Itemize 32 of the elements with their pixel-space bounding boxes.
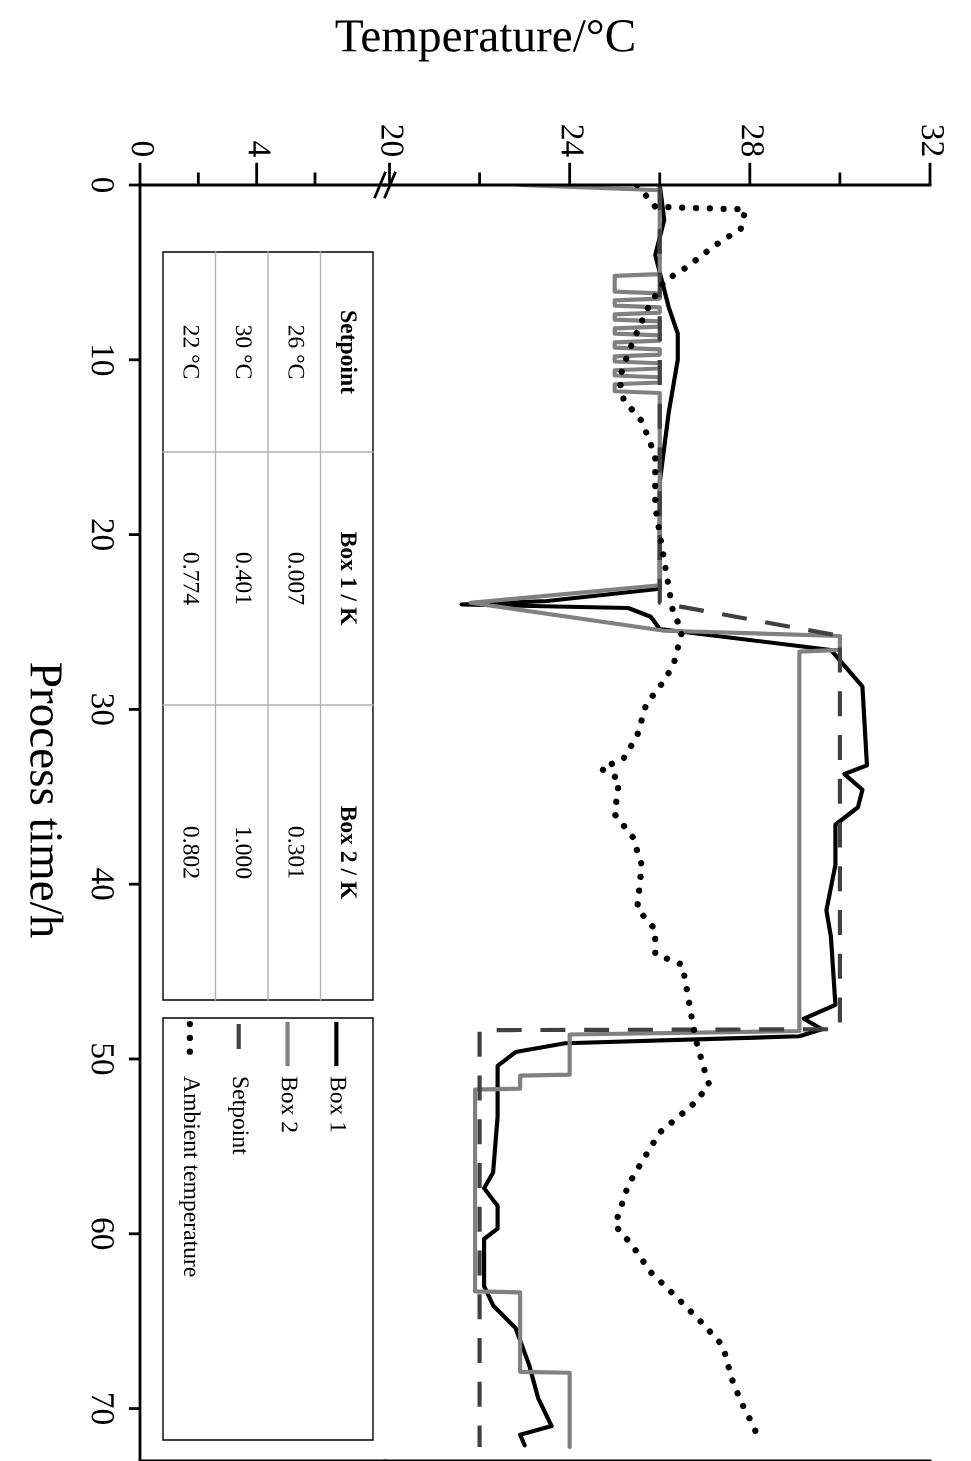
y-tick-label: 0: [91, 177, 115, 193]
annotation: 0.401: [235, 552, 252, 604]
annotation: Setpoint: [336, 311, 358, 394]
annotation: 22 °C: [183, 325, 200, 379]
x-tick-label: 20: [381, 125, 404, 156]
annotation: 0.301: [288, 826, 305, 878]
y-tick-label: 70: [91, 1394, 115, 1424]
annotation: Box 2 / K: [340, 805, 357, 900]
y-tick-label: 60: [91, 1218, 115, 1250]
annotation: 0.774: [183, 552, 200, 605]
x-tick-label: 28: [741, 125, 764, 156]
y-tick-label: 10: [91, 346, 115, 376]
annotation: 0.007: [288, 552, 305, 605]
y-tick-label: 30: [91, 694, 115, 725]
x-tick-label: 0: [131, 141, 155, 156]
annotation: 26 °C: [288, 325, 305, 379]
annotation: Box 1 / K: [340, 531, 357, 626]
legend-label: Box 2: [281, 1076, 298, 1132]
legend-label: Setpoint: [227, 1077, 249, 1155]
x-tick-label: 4: [248, 141, 271, 157]
legend-label: Box 1: [330, 1076, 347, 1132]
y-axis-title: Process time/h: [30, 662, 64, 938]
x-tick-label: 24: [561, 125, 584, 157]
annotation: 0.802: [183, 826, 200, 878]
annotation: 1.000: [235, 828, 252, 879]
x-axis-title: Temperature/°C: [335, 19, 634, 62]
y-tick-label: 40: [91, 868, 115, 900]
x-tick-label: 32: [921, 125, 945, 156]
y-tick-label: 20: [91, 519, 115, 550]
y-tick-label: 50: [91, 1044, 115, 1075]
annotation: 30 °C: [235, 325, 252, 379]
legend-label: Ambient temperature: [179, 1076, 201, 1277]
